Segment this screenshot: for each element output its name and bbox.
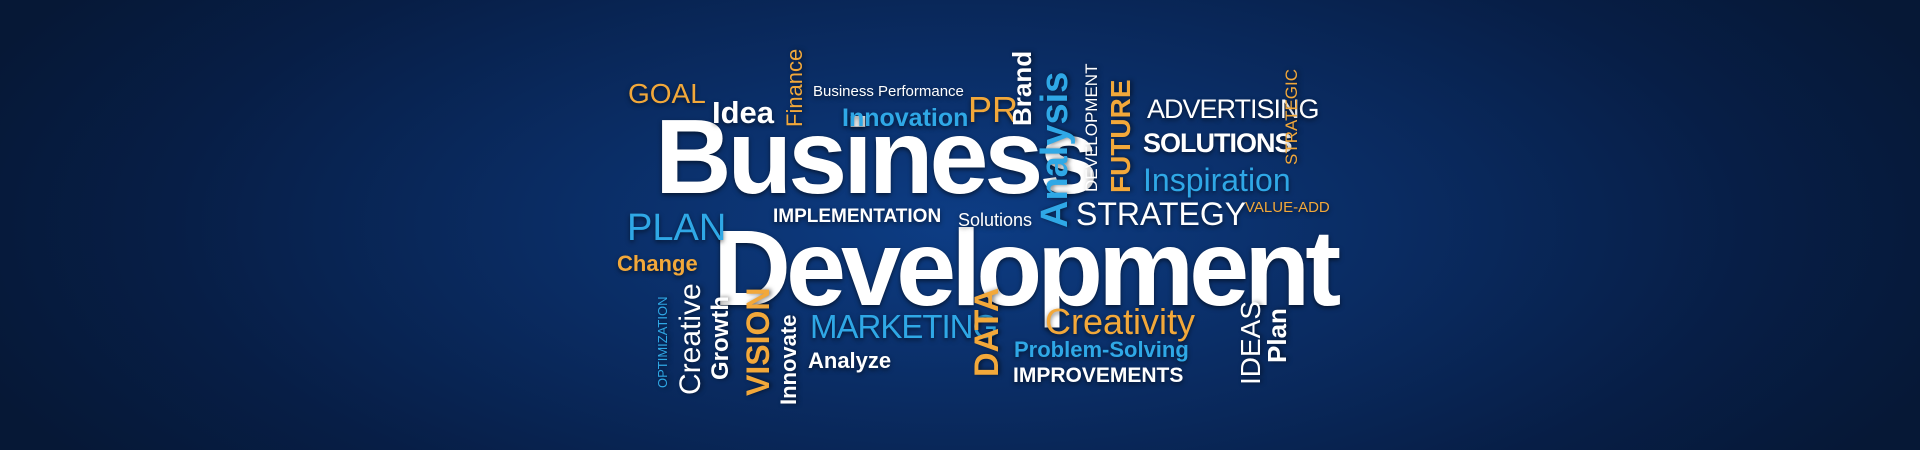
word-innovate: Innovate [776, 314, 801, 405]
word-implementation: IMPLEMENTATION [773, 206, 942, 227]
word-analysis: Analysis [1034, 71, 1076, 228]
word-value-add: VALUE-ADD [1245, 199, 1330, 216]
word-creativity: Creativity [1045, 301, 1196, 342]
word-vision: VISION [740, 287, 776, 396]
word-marketing: MARKETING [810, 308, 998, 345]
word-development: Development [713, 207, 1341, 328]
word-brand: Brand [1007, 50, 1037, 126]
word-inspiration: Inspiration [1143, 162, 1291, 198]
word-plan-caps: PLAN [627, 207, 727, 249]
word-plan: Plan [1262, 308, 1292, 363]
word-solutions: Solutions [958, 210, 1033, 230]
word-business-performance: Business Performance [813, 83, 964, 100]
word-idea: Idea [712, 95, 775, 130]
word-advertising: ADVERTISING [1147, 94, 1320, 124]
word-development-small: DEVELOPMENT [1082, 63, 1101, 192]
word-ideas: IDEAS [1235, 300, 1266, 385]
word-growth: Growth [707, 296, 734, 380]
word-solutions-caps: SOLUTIONS [1143, 128, 1293, 158]
word-innovation: Innovation [842, 104, 969, 132]
word-strategy: STRATEGY [1076, 196, 1247, 232]
word-pr: PR [968, 89, 1019, 130]
word-analyze: Analyze [808, 348, 892, 373]
word-problem-solving: Problem-Solving [1014, 337, 1189, 362]
word-future: FUTURE [1105, 79, 1136, 193]
word-optimization: OPTIMIZATION [655, 296, 670, 388]
word-improvements: IMPROVEMENTS [1013, 364, 1184, 387]
word-finance: Finance [782, 48, 807, 127]
word-goal: GOAL [628, 78, 706, 109]
word-business: Business [655, 98, 1098, 216]
word-creative: Creative [674, 283, 707, 395]
word-strategic: STRATEGIC [1282, 68, 1301, 165]
word-change: Change [617, 251, 698, 276]
word-data: DATA [968, 287, 1006, 377]
